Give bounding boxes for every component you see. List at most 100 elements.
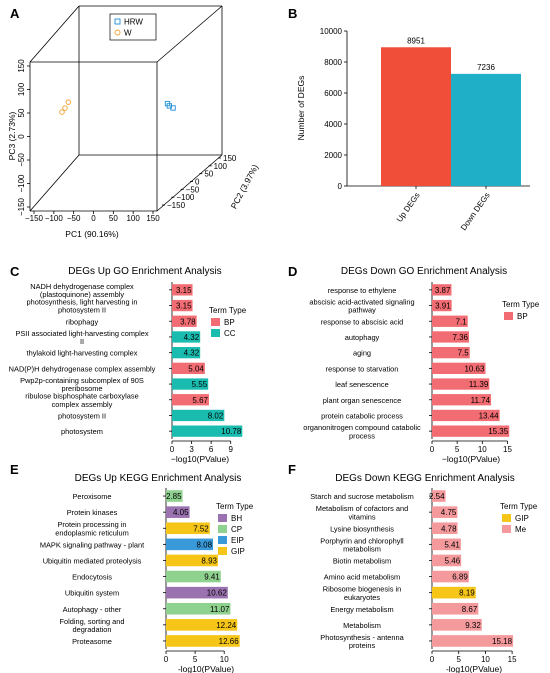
enrichment-bar [172, 284, 193, 296]
enrichment-bar-value-label: 8.08 [196, 540, 212, 549]
enrichment-bar [432, 538, 461, 551]
enrichment-category-label: plant organ senescence [323, 396, 401, 405]
enrichment-category-label: aging [353, 349, 371, 358]
panel-label-c: C [10, 264, 20, 279]
legend-label: Me [515, 525, 527, 534]
panel-label-a: A [10, 6, 20, 21]
pca-x-tick-label: −50 [67, 214, 81, 223]
enrichment-category-label: II [80, 337, 84, 346]
pca-z-tick-label: −50 [17, 153, 26, 167]
enrichment-x-tick-label: 0 [164, 655, 169, 664]
enrichment-bar [166, 506, 190, 518]
enrichment-bar-value-label: 2.54 [429, 492, 445, 501]
enrichment-category-label: Protein processing in [57, 520, 126, 529]
enrichment-category-label: ribophagy [66, 317, 99, 326]
enrichment-bar [166, 490, 183, 502]
enrichment-category-label: eukaryotes [344, 593, 380, 602]
enrichment-bar [432, 586, 476, 599]
enrichment-x-axis-label: -log10(PValue) [178, 664, 234, 673]
enrichment-bar-value-label: 5.46 [445, 556, 461, 565]
pca-legend-marker-hrw [114, 18, 121, 25]
enrichment-category-label: metabolism [343, 544, 381, 553]
deg-y-tick-label: 4000 [324, 120, 342, 129]
enrichment-bar-value-label: 7.52 [193, 524, 209, 533]
panel-label-e: E [10, 462, 19, 477]
enrichment-bar-value-label: 5.55 [192, 380, 208, 389]
legend-swatch [211, 318, 220, 326]
chart-title: DEGs Down GO Enrichment Analysis [341, 266, 507, 277]
enrichment-category-label: PSII associated light-harvesting complex [15, 329, 148, 338]
deg-y-tick-label: 8000 [324, 58, 342, 67]
deg-count-bar-chart: 0 2000 4000 6000 8000 10000 Number of DEGs 8951… [296, 27, 530, 232]
enrichment-category-label: Pwp2p-containing subcomplex of 90S [20, 376, 144, 385]
enrichment-category-label: response to ethylene [328, 286, 397, 295]
panel-label-f: F [288, 462, 296, 477]
enrichment-bar [172, 346, 201, 359]
enrichment-category-label: photosystem [61, 427, 103, 436]
pca-y-tick-label: −100 [176, 193, 195, 202]
enrichment-category-label: photosynthesis, light harvesting in [27, 297, 138, 306]
pca-y-tick-label: 100 [214, 162, 228, 171]
enrichment-bar [432, 362, 486, 375]
deg-y-tick-label: 10000 [320, 27, 343, 36]
pca-z-tick-label: 100 [17, 82, 26, 96]
enrichment-category-label: photosystem II [58, 306, 106, 315]
enrichment-category-label: process [349, 431, 375, 440]
legend-swatch [504, 312, 513, 320]
enrichment-bar [432, 425, 510, 437]
enrichment-category-label: leaf senescence [335, 380, 388, 389]
up-kegg-enrichment-chart: DEGs Up KEGG Enrichment Analysis 0 5 10-log… [40, 473, 254, 673]
deg-x-tick-label: Down DEGs [459, 191, 492, 232]
legend-swatch [502, 525, 511, 533]
enrichment-x-tick-label: 10 [220, 655, 229, 664]
enrichment-bar-value-label: 3.15 [176, 286, 192, 295]
enrichment-bar [432, 284, 452, 296]
legend-label: CC [224, 329, 236, 338]
enrichment-bar [172, 409, 225, 422]
enrichment-bar-value-label: 3.87 [435, 286, 451, 295]
enrichment-category-label: vitamins [348, 512, 375, 521]
enrichment-bar-value-label: 2.85 [166, 492, 182, 501]
enrichment-bar [172, 378, 209, 390]
enrichment-bar [432, 378, 490, 390]
enrichment-bar [432, 394, 492, 406]
enrichment-category-label: protein catabolic process [321, 411, 403, 420]
legend-swatch [218, 536, 227, 544]
enrichment-bar-value-label: 4.32 [184, 333, 200, 342]
enrichment-category-label: Porphyrin and chlorophyll [320, 536, 404, 545]
deg-bar [381, 47, 451, 187]
enrichment-x-axis-label: -log10(PValue) [446, 664, 502, 673]
enrichment-bar-value-label: 5.67 [192, 396, 208, 405]
legend-title: Term Type [502, 300, 540, 309]
enrichment-category-label: Ubiquitin mediated proteolysis [43, 556, 142, 565]
enrichment-category-label: Autophagy - other [63, 605, 122, 614]
deg-x-tick-label: Up DEGs [395, 191, 422, 224]
enrichment-category-label: response to abscisic acid [321, 317, 404, 326]
deg-y-tick-label: 6000 [324, 89, 342, 98]
enrichment-category-label: preribosome [61, 384, 102, 393]
enrichment-category-label: organonitrogen compound catabolic [303, 423, 421, 432]
chart-title: DEGs Up KEGG Enrichment Analysis [75, 473, 242, 484]
pca-legend-label: HRW [124, 18, 143, 27]
legend-swatch [502, 514, 511, 522]
enrichment-bar [432, 506, 458, 518]
pca-z-tick-label: −150 [17, 197, 26, 216]
enrichment-category-label: autophagy [345, 333, 380, 342]
enrichment-category-label: Starch and sucrose metabolism [310, 492, 414, 501]
legend-swatch [211, 329, 220, 337]
enrichment-bar [432, 315, 468, 327]
legend-title: Term Type [500, 502, 538, 511]
enrichment-bar [166, 538, 214, 551]
enrichment-bar [172, 394, 209, 406]
enrichment-category-label: Peroxisome [72, 492, 111, 501]
enrichment-bar-value-label: 11.74 [471, 396, 491, 405]
pca-y-tick-label: −50 [186, 185, 200, 194]
enrichment-bar-value-label: 4.32 [184, 349, 200, 358]
pca-x-tick-label: 150 [146, 214, 160, 223]
enrichment-x-tick-label: 5 [456, 655, 461, 664]
enrichment-x-tick-label: 0 [430, 445, 435, 454]
enrichment-category-label: Ribosome biogenesis in [323, 585, 401, 594]
deg-bar-value-label: 7236 [477, 63, 495, 72]
pca-box-edge [29, 154, 80, 212]
